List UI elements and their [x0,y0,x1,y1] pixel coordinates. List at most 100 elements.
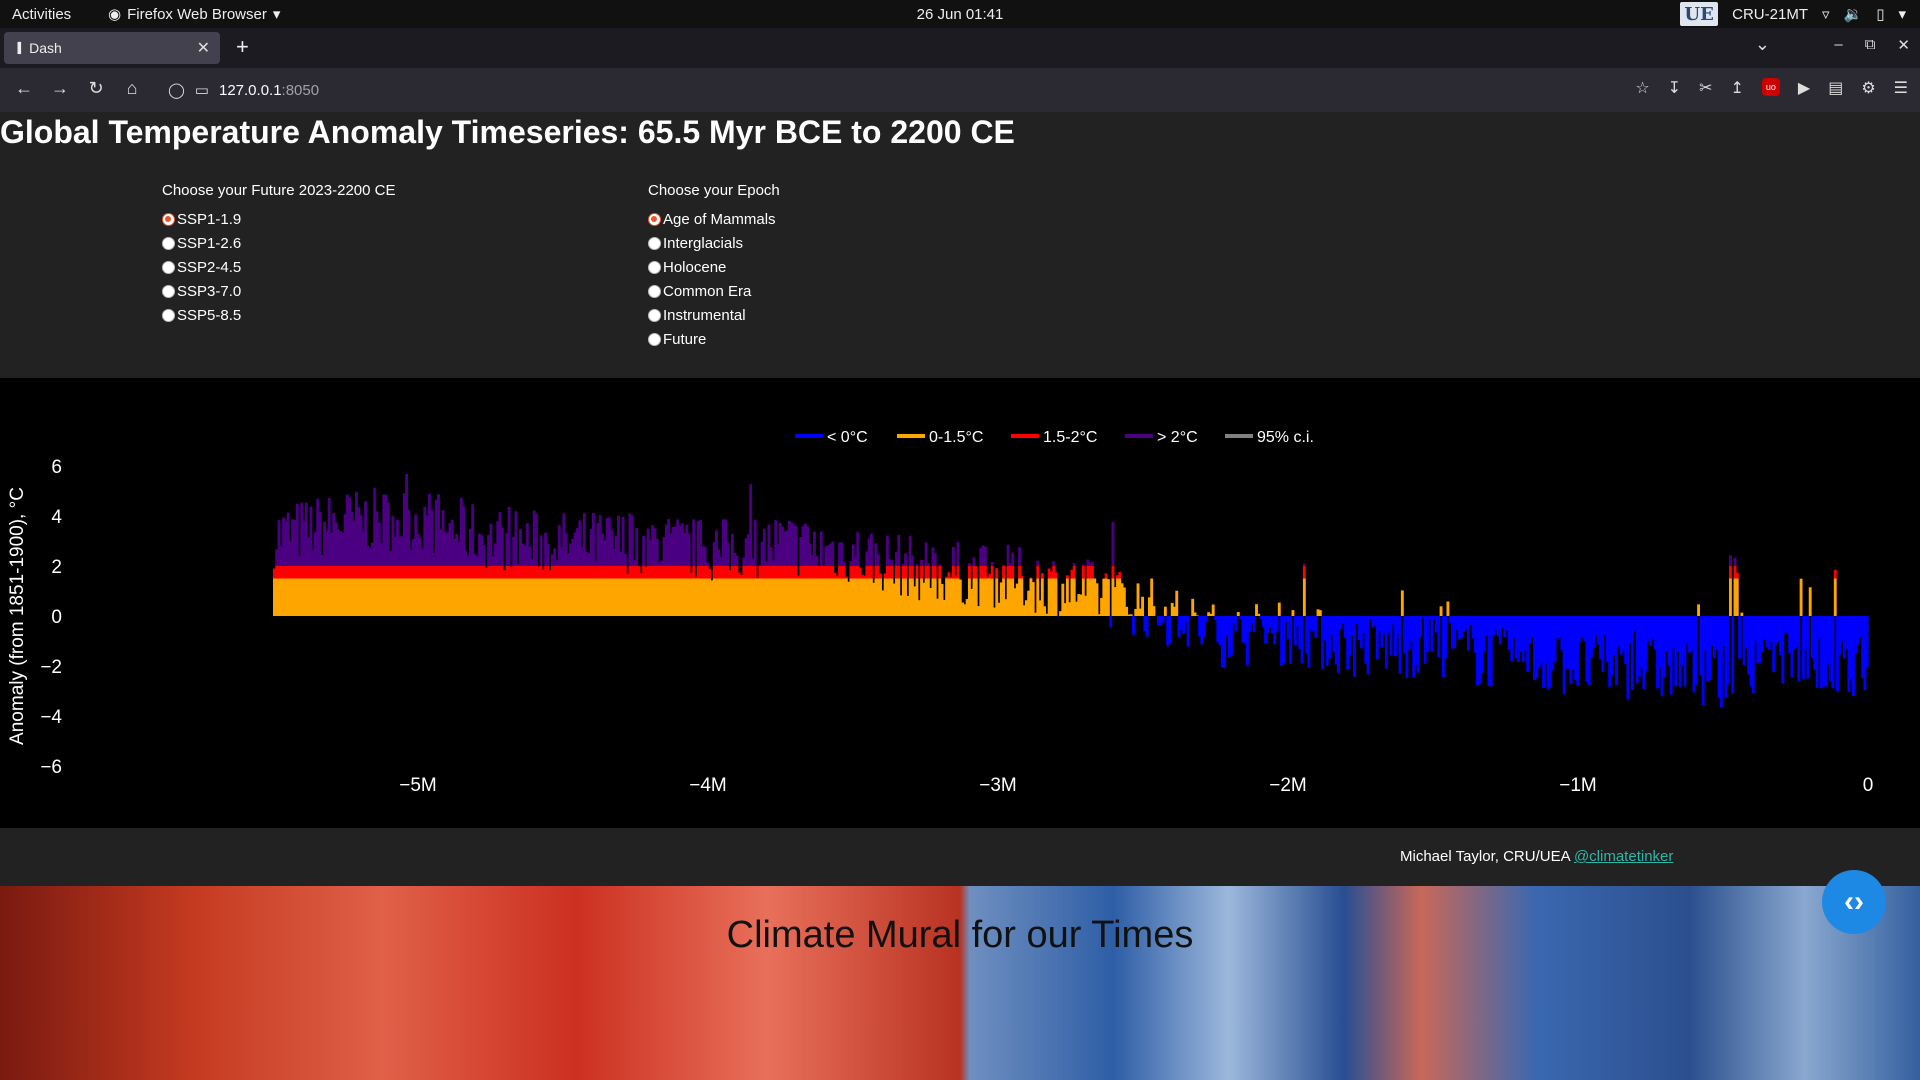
url-bar[interactable]: ◯ ▭ 127.0.0.1:8050 [160,74,1610,106]
temperature-bar [482,578,486,616]
temperature-bar [1783,616,1787,633]
temperature-bar [566,578,570,616]
temperature-bar [735,566,739,579]
forward-arrow-icon[interactable]: → [51,78,69,98]
temperature-bar [1086,559,1090,566]
reader-icon[interactable]: ▤ [1828,80,1844,97]
legend-label[interactable]: < 0°C [827,429,868,446]
radio-button[interactable] [648,212,661,226]
temperature-bar [596,566,600,579]
new-tab-button[interactable]: + [236,34,249,59]
temperature-bar [974,566,978,579]
temperature-bar [480,578,484,616]
radio-button[interactable] [648,332,661,346]
radio-button[interactable] [162,308,175,322]
temperature-bar [1163,606,1167,616]
temperature-bar [1049,578,1053,616]
close-icon[interactable]: ✕ [196,40,210,57]
temperature-bar [448,523,452,566]
future-option[interactable]: SSP3-7.0 [162,279,395,303]
temperature-bar [1626,616,1630,700]
tab-dash[interactable]: ▐ Dash ✕ [4,32,220,64]
temperature-bar [318,566,322,579]
dash-devtools-button[interactable]: ‹› [1822,870,1886,934]
temperature-bar [1086,566,1090,579]
temperature-bar [938,578,942,616]
temperature-bar [756,578,759,616]
temperature-chart[interactable]: −6 −4 −2 0 2 4 6 −5M −4M −3M −2M −1M 0 Anomaly (from … [0,378,1920,828]
bookmark-star-icon[interactable]: ☆ [1635,80,1650,97]
share-icon[interactable]: ↥ [1730,80,1744,97]
epoch-option[interactable]: Interglacials [648,231,780,255]
url-text[interactable]: 127.0.0.1:8050 [218,81,320,99]
temperature-bar [300,578,304,616]
shield-icon[interactable]: ◯ [168,82,185,99]
legend-label[interactable]: 1.5-2°C [1043,429,1097,446]
temperature-bar [758,566,762,579]
reload-icon[interactable]: ↻ [88,78,104,98]
close-window-icon[interactable]: ✕ [1897,37,1910,54]
temperature-bar [1332,616,1336,653]
minimize-icon[interactable]: – [1834,36,1843,53]
temperature-bar [1157,616,1160,626]
future-option[interactable]: SSP1-1.9 [162,207,395,231]
epoch-option[interactable]: Future [648,327,780,351]
radio-button[interactable] [162,260,175,274]
app-menu[interactable]: ◉ Firefox Web Browser ▾ [108,5,280,24]
epoch-option[interactable]: Instrumental [648,303,780,327]
screenshot-icon[interactable]: ✂ [1699,80,1713,97]
page-icon[interactable]: ▭ [194,82,209,99]
temperature-bar [275,566,279,579]
temperature-bar [311,550,315,566]
menu-icon[interactable]: ☰ [1893,80,1908,97]
future-option[interactable]: SSP2-4.5 [162,255,395,279]
radio-button[interactable] [648,308,661,322]
temperature-bar [1188,616,1192,617]
temperature-bar [1268,616,1272,629]
temperature-bar [913,586,917,616]
temperature-chart-svg[interactable]: −6 −4 −2 0 2 4 6 −5M −4M −3M −2M −1M 0 Anomaly (from … [0,378,1920,828]
play-icon[interactable]: ▶ [1797,80,1811,97]
temperature-bar [1815,616,1819,688]
legend-label[interactable]: 95% c.i. [1257,429,1314,446]
radio-button[interactable] [162,212,175,226]
radio-button[interactable] [648,260,661,274]
radio-button[interactable] [648,284,661,298]
temperature-bar [1838,616,1842,655]
radio-button[interactable] [648,236,661,250]
activities-button[interactable]: Activities [12,5,72,23]
temperature-bar [398,578,402,616]
restore-icon[interactable]: ⧉ [1864,36,1876,53]
temperature-bar [1375,616,1379,659]
temperature-bar [637,578,641,616]
radio-button[interactable] [162,236,175,250]
epoch-option[interactable]: Age of Mammals [648,207,780,231]
download-icon[interactable]: ↧ [1667,80,1682,97]
home-icon[interactable]: ⌂ [126,78,138,98]
temperature-bar [1350,616,1354,636]
temperature-bar [307,578,311,616]
temperature-bar [767,566,771,579]
temperature-bar [1599,616,1603,660]
legend-label[interactable]: 0-1.5°C [929,429,983,446]
temperature-bar [1122,587,1126,616]
list-all-tabs-button[interactable]: ⌄ [1754,34,1770,54]
future-option[interactable]: SSP5-8.5 [162,303,395,327]
system-tray[interactable]: UE CRU-21MT ▿ 🔉 ▯ ▾ [1680,2,1906,26]
ublock-icon[interactable]: uo [1761,78,1780,96]
extensions-icon[interactable]: ⚙ [1861,80,1876,97]
epoch-option[interactable]: Holocene [648,255,780,279]
back-arrow-icon[interactable]: ← [15,78,33,98]
temperature-bar [1008,566,1012,579]
legend-label[interactable]: > 2°C [1157,429,1198,446]
temperature-bar [719,557,723,566]
temperature-bar [1239,616,1242,620]
temperature-bar [958,579,962,616]
temperature-bar [1462,616,1466,632]
temperature-bar [708,568,712,579]
future-option[interactable]: SSP1-2.6 [162,231,395,255]
epoch-option[interactable]: Common Era [648,279,780,303]
credit-link[interactable]: @climatetinker [1573,848,1674,865]
clock[interactable]: 26 Jun 01:41 [916,5,1004,23]
radio-button[interactable] [162,284,175,298]
